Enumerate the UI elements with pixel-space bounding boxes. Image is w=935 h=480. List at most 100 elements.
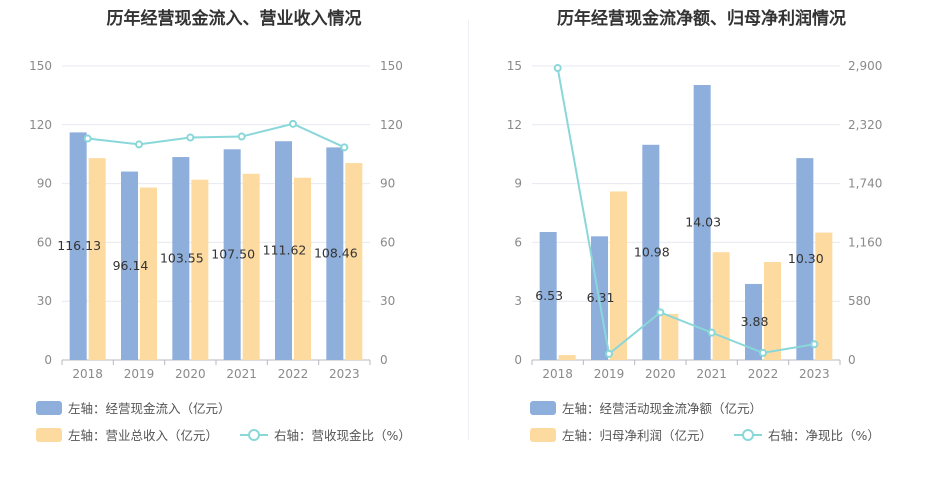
bar-data-label: 3.88 — [741, 314, 769, 329]
x-axis-tick-label: 2020 — [645, 367, 676, 381]
bar-data-label: 10.98 — [634, 244, 670, 259]
x-axis-tick-label: 2023 — [799, 367, 830, 381]
bar-primary — [796, 158, 814, 360]
bar-primary — [539, 232, 557, 360]
bar-data-label: 6.31 — [587, 290, 615, 305]
bar-data-label: 14.03 — [685, 215, 721, 230]
legend-label: 左轴：经营活动现金流净额（亿元） — [562, 401, 763, 416]
bar-secondary — [610, 191, 627, 360]
legend-item[interactable]: 左轴：经营现金流入（亿元） — [36, 398, 231, 417]
line-series — [87, 122, 345, 149]
bar-secondary — [345, 163, 363, 360]
left-axis-tick-label: 0 — [44, 353, 52, 367]
line-point — [553, 64, 562, 73]
bar-data-label: 6.53 — [535, 288, 563, 303]
left-axis-tick-label: 60 — [37, 235, 52, 249]
line-point — [186, 133, 195, 142]
right-axis-tick-label: 580 — [848, 294, 871, 308]
x-axis-tick-label: 2018 — [542, 367, 573, 381]
right-axis-tick-label: 2,900 — [848, 59, 882, 73]
legend-bar-swatch — [530, 427, 556, 442]
bar-secondary — [661, 313, 679, 360]
legend-item[interactable]: 左轴：经营活动现金流净额（亿元） — [530, 398, 762, 417]
panel-divider — [468, 20, 469, 440]
bar-secondary — [712, 252, 730, 360]
left-axis-tick-label: 12 — [507, 118, 522, 132]
bar-secondary — [191, 179, 209, 360]
left-axis-tick-label: 6 — [514, 235, 522, 249]
legend-item[interactable]: 左轴：营业总收入（亿元） — [36, 425, 218, 444]
bar-primary — [693, 85, 711, 361]
legend-item[interactable]: 右轴：净现比（%） — [734, 425, 880, 444]
line-point — [289, 119, 297, 128]
line-series — [556, 67, 815, 356]
line-point — [810, 340, 819, 349]
right-axis-tick-label: 120 — [380, 118, 403, 132]
bar-primary — [121, 171, 138, 360]
right-axis-tick-label: 1,740 — [848, 177, 882, 191]
left-axis-tick-label: 150 — [29, 59, 52, 73]
bar-data-label: 116.13 — [57, 238, 101, 253]
bar-primary — [745, 283, 762, 360]
bar-secondary — [88, 158, 106, 360]
left-axis-tick-label: 120 — [29, 118, 52, 132]
bar-data-label: 111.62 — [263, 243, 307, 258]
x-axis-tick-label: 2023 — [329, 367, 360, 381]
x-axis-tick-label: 2021 — [696, 367, 727, 381]
bar-primary — [223, 149, 241, 360]
left-axis-tick-label: 9 — [514, 177, 522, 191]
left-axis-tick-label: 0 — [514, 353, 522, 367]
bar-secondary — [294, 177, 311, 360]
legend-bar-swatch — [36, 427, 62, 442]
bar-data-label: 96.14 — [113, 258, 149, 273]
legend-line-swatch — [734, 428, 762, 442]
bar-primary — [326, 147, 344, 360]
chart-panel-left: 历年经营现金流入、营业收入情况 0 0 30 30 60 60 90 90 120 120 150 1… — [29, 9, 411, 444]
bar-secondary — [140, 187, 157, 360]
legend-bar-swatch — [530, 400, 556, 415]
right-axis-tick-label: 2,320 — [848, 118, 882, 132]
line-point — [237, 132, 246, 141]
legend-item[interactable]: 右轴：营收现金比（%） — [240, 425, 411, 444]
chart-title: 历年经营现金流净额、归母净利润情况 — [557, 9, 846, 29]
x-axis-tick-label: 2022 — [748, 367, 779, 381]
right-axis-tick-label: 90 — [380, 177, 395, 191]
bar-secondary — [764, 262, 781, 360]
right-axis-tick-label: 60 — [380, 235, 395, 249]
bar-data-label: 10.30 — [788, 251, 824, 266]
right-axis-tick-label: 30 — [380, 294, 395, 308]
legend-line-swatch — [240, 428, 268, 442]
line-point — [135, 140, 143, 149]
legend-label: 左轴：归母净利润（亿元） — [562, 428, 713, 443]
chart-panel-right: 历年经营现金流净额、归母净利润情况 0 0 3 580 6 1,160 9 1,740 12 2,… — [468, 0, 935, 480]
right-axis-tick-label: 150 — [380, 59, 403, 73]
bar-data-label: 107.50 — [211, 247, 255, 262]
line-point — [83, 134, 92, 143]
legend-item[interactable]: 左轴：归母净利润（亿元） — [530, 425, 712, 444]
x-axis-tick-label: 2022 — [278, 367, 309, 381]
x-axis-tick-label: 2018 — [72, 367, 103, 381]
chart-plot-area: 0 0 3 580 6 1,160 9 1,740 12 2,320 15 2,900 2018 2019… — [507, 59, 883, 381]
x-axis-tick-label: 2019 — [594, 367, 625, 381]
chart-title: 历年经营现金流入、营业收入情况 — [106, 9, 362, 29]
legend-label: 左轴：营业总收入（亿元） — [68, 428, 219, 443]
x-axis-tick-label: 2020 — [175, 367, 206, 381]
legend-label: 右轴：营收现金比（%） — [274, 428, 411, 443]
left-axis-tick-label: 90 — [37, 177, 52, 191]
legend-bar-swatch — [36, 400, 62, 415]
x-axis-tick-label: 2021 — [226, 367, 257, 381]
x-axis-tick-label: 2019 — [124, 367, 155, 381]
line-point — [340, 143, 349, 152]
line-point — [759, 348, 767, 357]
bar-primary — [275, 141, 292, 360]
left-axis-tick-label: 3 — [514, 294, 522, 308]
left-axis-tick-label: 30 — [37, 294, 52, 308]
bar-primary — [172, 157, 190, 360]
chart-plot-area: 0 0 30 30 60 60 90 90 120 120 150 150 2018 2019 2020 20… — [29, 59, 403, 381]
right-axis-tick-label: 0 — [848, 353, 856, 367]
right-axis-tick-label: 1,160 — [848, 235, 882, 249]
bar-primary — [69, 132, 87, 360]
line-point — [605, 349, 613, 358]
bar-secondary — [815, 232, 833, 360]
bar-secondary — [558, 355, 576, 360]
